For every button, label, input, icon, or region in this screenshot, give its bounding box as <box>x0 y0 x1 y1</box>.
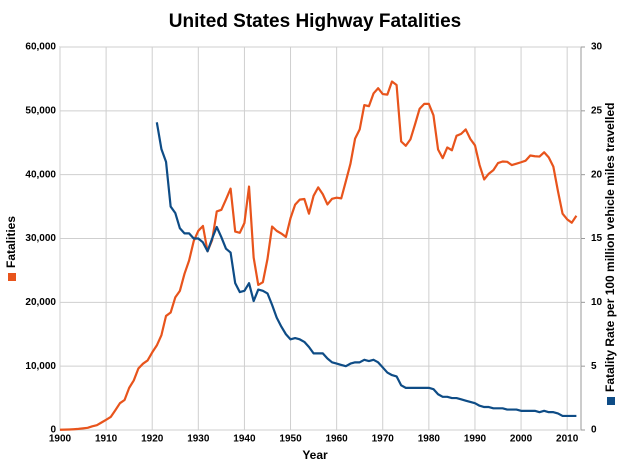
y-tick-label: 10,000 <box>25 361 56 372</box>
legend-swatch <box>607 397 615 405</box>
y2-tick-label: 30 <box>591 42 603 53</box>
y-tick-label: 60,000 <box>25 42 56 53</box>
y2-tick-label: 5 <box>591 361 597 372</box>
x-tick-label: 2010 <box>556 434 579 445</box>
x-tick-label: 1960 <box>326 434 349 445</box>
y2-tick-label: 25 <box>591 105 603 116</box>
axis-title: Fatalities <box>4 216 18 268</box>
x-tick-label: 1900 <box>49 434 72 445</box>
series-line <box>59 80 578 431</box>
x-tick-label: 1910 <box>95 434 118 445</box>
x-tick-label: 1950 <box>279 434 302 445</box>
y-tick-label: 0 <box>50 425 56 436</box>
axis-legend: Fatality Rate per 100 million vehicle mi… <box>603 103 617 405</box>
x-tick-label: 1930 <box>187 434 210 445</box>
y2-tick-label: 20 <box>591 169 603 180</box>
x-tick-label: 1990 <box>464 434 487 445</box>
axis-legend: Fatalities <box>4 216 18 281</box>
legend-swatch <box>8 273 16 281</box>
x-tick-label: 1940 <box>233 434 256 445</box>
y-tick-label: 30,000 <box>25 233 56 244</box>
x-tick-label: 2000 <box>510 434 533 445</box>
y-tick-label: 20,000 <box>25 297 56 308</box>
x-axis-title: Year <box>302 448 328 462</box>
series-line <box>155 122 577 418</box>
y2-tick-label: 15 <box>591 233 603 244</box>
y2-tick-label: 10 <box>591 297 603 308</box>
x-tick-label: 1920 <box>141 434 164 445</box>
y-tick-label: 40,000 <box>25 169 56 180</box>
y2-tick-label: 0 <box>591 425 597 436</box>
y-tick-label: 50,000 <box>25 105 56 116</box>
x-tick-label: 1980 <box>418 434 441 445</box>
x-tick-label: 1970 <box>372 434 395 445</box>
chart-title: United States Highway Fatalities <box>169 11 461 32</box>
axis-title: Fatality Rate per 100 million vehicle mi… <box>603 103 617 392</box>
